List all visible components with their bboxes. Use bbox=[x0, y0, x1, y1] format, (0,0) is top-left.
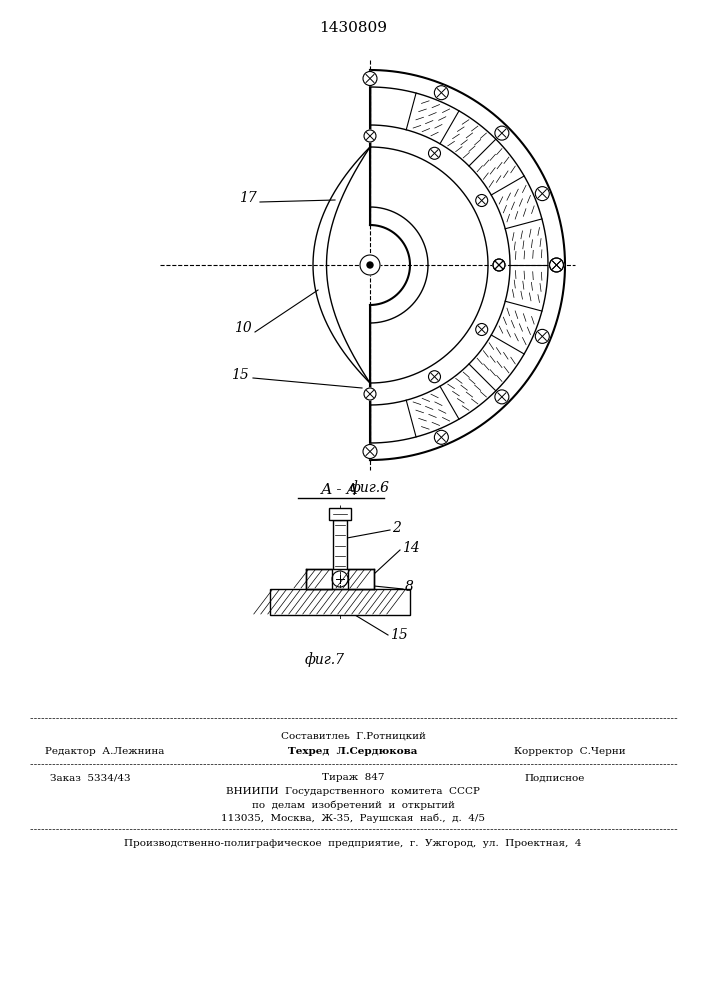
Circle shape bbox=[535, 329, 549, 343]
Circle shape bbox=[363, 72, 377, 86]
Circle shape bbox=[549, 258, 563, 272]
Circle shape bbox=[476, 194, 488, 207]
Text: 1430809: 1430809 bbox=[319, 21, 387, 35]
Text: Редактор  А.Лежнина: Редактор А.Лежнина bbox=[45, 748, 165, 756]
Circle shape bbox=[549, 258, 563, 272]
Text: Корректор  С.Черни: Корректор С.Черни bbox=[514, 748, 626, 756]
Text: Тираж  847: Тираж 847 bbox=[322, 774, 384, 782]
Text: Заказ  5334/43: Заказ 5334/43 bbox=[49, 774, 130, 782]
Circle shape bbox=[493, 259, 505, 271]
Circle shape bbox=[535, 187, 549, 201]
Circle shape bbox=[495, 126, 509, 140]
Text: ВНИИПИ  Государственного  комитета  СССР: ВНИИПИ Государственного комитета СССР bbox=[226, 788, 480, 796]
Text: А - А: А - А bbox=[321, 483, 359, 497]
Circle shape bbox=[493, 259, 505, 271]
Bar bbox=[348, 569, 374, 589]
Text: Подписное: Подписное bbox=[525, 774, 585, 782]
Circle shape bbox=[364, 388, 376, 400]
Circle shape bbox=[476, 324, 488, 336]
Text: фиг.7: фиг.7 bbox=[305, 653, 345, 667]
Circle shape bbox=[434, 430, 448, 444]
Bar bbox=[329, 508, 351, 520]
Circle shape bbox=[428, 371, 440, 383]
Text: 15: 15 bbox=[390, 628, 408, 642]
Circle shape bbox=[364, 130, 376, 142]
Text: 2: 2 bbox=[392, 521, 401, 535]
Circle shape bbox=[434, 86, 448, 100]
Text: по  делам  изобретений  и  открытий: по делам изобретений и открытий bbox=[252, 800, 455, 810]
Text: 10: 10 bbox=[234, 321, 252, 335]
Circle shape bbox=[428, 147, 440, 159]
Circle shape bbox=[367, 262, 373, 268]
Text: Техред  Л.Сердюкова: Техред Л.Сердюкова bbox=[288, 748, 418, 756]
Text: 8: 8 bbox=[405, 580, 414, 594]
Text: фиг.6: фиг.6 bbox=[350, 481, 390, 495]
Text: 17: 17 bbox=[239, 191, 257, 205]
Text: 14: 14 bbox=[402, 541, 420, 555]
Text: Составитлеь  Г.Ротницкий: Составитлеь Г.Ротницкий bbox=[281, 732, 426, 740]
Circle shape bbox=[360, 255, 380, 275]
Circle shape bbox=[363, 444, 377, 458]
Bar bbox=[306, 569, 332, 589]
Bar bbox=[270, 589, 410, 615]
Bar bbox=[333, 520, 347, 569]
Circle shape bbox=[495, 390, 509, 404]
Text: Производственно-полиграфическое  предприятие,  г.  Ужгород,  ул.  Проектная,  4: Производственно-полиграфическое предприя… bbox=[124, 838, 582, 848]
Text: 15: 15 bbox=[231, 368, 249, 382]
Text: 113035,  Москва,  Ж-35,  Раушская  наб.,  д.  4/5: 113035, Москва, Ж-35, Раушская наб., д. … bbox=[221, 813, 485, 823]
